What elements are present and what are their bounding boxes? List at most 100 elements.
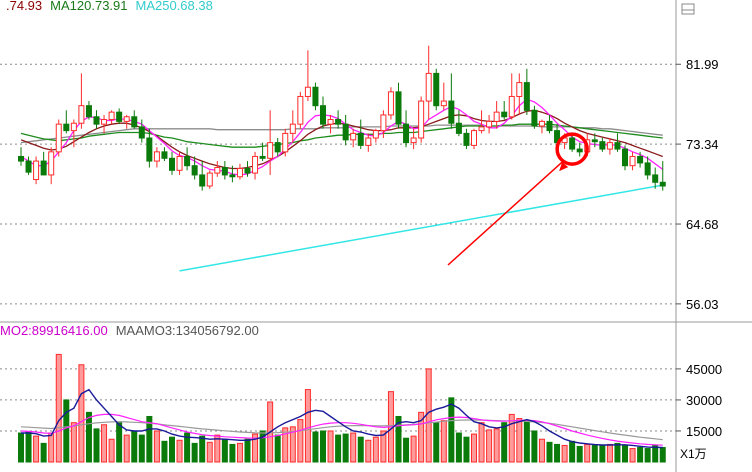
volume-bar (138, 434, 145, 463)
candle-body (131, 116, 138, 128)
volume-bar (63, 399, 70, 463)
volume-bar (70, 422, 77, 463)
candle-body (637, 155, 644, 164)
candle-body (161, 151, 168, 159)
candle-body (184, 155, 191, 167)
candle-body (606, 142, 613, 150)
volume-bar (297, 419, 304, 463)
volume-bar (161, 440, 168, 463)
candle-body (652, 174, 659, 183)
candle-body (622, 148, 628, 167)
volume-bar (282, 427, 289, 463)
volume-bar (350, 432, 357, 463)
candle-body (320, 105, 326, 125)
volume-bar (191, 442, 198, 463)
volume-bar (342, 433, 349, 463)
volume-unit-label: X1万 (680, 447, 707, 461)
legend-entry: MA120.73.91 (50, 0, 127, 13)
candlesticks (18, 45, 666, 191)
volume-bar (146, 415, 153, 463)
volume-bar (614, 442, 621, 463)
volume-bar (206, 441, 213, 463)
annotation-circle (555, 132, 589, 166)
candle-body (403, 123, 410, 144)
volume-bar (274, 434, 281, 463)
volume-bar (252, 433, 259, 463)
volume-bar (546, 441, 553, 463)
volume-bar (576, 445, 583, 463)
volume-bar (199, 435, 206, 463)
volume-bar (289, 426, 296, 463)
volume-bar (523, 420, 530, 463)
candle-body (440, 100, 447, 107)
window-toggle-icon[interactable] (681, 3, 695, 15)
volume-bar (357, 436, 364, 463)
candle-body (448, 100, 455, 124)
volume-bar (433, 422, 440, 463)
candle-body (252, 155, 259, 174)
legend-entry: .74.93 (6, 0, 42, 13)
candle-body (123, 116, 130, 122)
legend-entry: MA250.68.38 (136, 0, 213, 13)
candle-body (463, 132, 470, 146)
volume-bar (214, 434, 221, 463)
candle-body (350, 132, 357, 141)
volume-bar (327, 430, 334, 463)
candle-body (387, 91, 394, 116)
candle-body (304, 86, 311, 97)
volume-bar (652, 444, 659, 463)
volume-bar (410, 435, 417, 463)
price-legend: .74.93 MA120.73.91 MA250.68.38 (6, 0, 213, 13)
candle-body (93, 116, 100, 125)
candle-body (591, 139, 598, 143)
candle-body (546, 120, 553, 132)
legend-entry: MO2:89916416.00 (0, 323, 108, 338)
volume-bar (501, 422, 508, 463)
candle-body (493, 111, 500, 122)
volume-bar (463, 436, 470, 463)
volume-bar (312, 431, 319, 463)
price-y-axis: 81.99 73.34 64.68 56.03 (676, 57, 719, 312)
candle-body (108, 111, 115, 121)
volume-bar (108, 438, 115, 463)
candle-body (199, 174, 206, 187)
candle-body (18, 155, 24, 162)
volume-bar (584, 443, 591, 463)
volume-bar (569, 440, 576, 463)
candle-body (40, 160, 47, 176)
ma-long-green-series (20, 123, 663, 148)
volume-bar (448, 397, 455, 463)
volume-bar (395, 415, 402, 463)
candle-body (365, 137, 372, 146)
candle-body (471, 130, 477, 146)
annotation (447, 132, 589, 266)
candle-body (176, 155, 183, 171)
volume-bar (380, 430, 387, 463)
volume-bar (591, 444, 598, 463)
candle-body (516, 82, 523, 97)
candle-body (267, 142, 274, 159)
price-tick-label: 64.68 (686, 217, 719, 232)
candle-body (614, 142, 621, 150)
candle-body (297, 95, 304, 125)
price-tick-label: 81.99 (686, 57, 719, 72)
price-tick-label: 73.34 (686, 137, 719, 152)
volume-bars (18, 353, 666, 463)
volume-bar (101, 424, 108, 463)
volume-bar (176, 439, 183, 463)
volume-bar (320, 430, 326, 463)
volume-bar (131, 430, 138, 463)
volume-bar (508, 413, 515, 463)
candle-body (48, 151, 55, 176)
candle-body (259, 155, 266, 159)
volume-bar (93, 428, 100, 463)
candle-body (85, 105, 92, 118)
candle-body (335, 119, 342, 125)
candle-body (629, 155, 636, 167)
candle-body (214, 167, 221, 174)
volume-bar (606, 443, 613, 463)
volume-bar (561, 444, 568, 463)
volume-bar (40, 442, 47, 463)
